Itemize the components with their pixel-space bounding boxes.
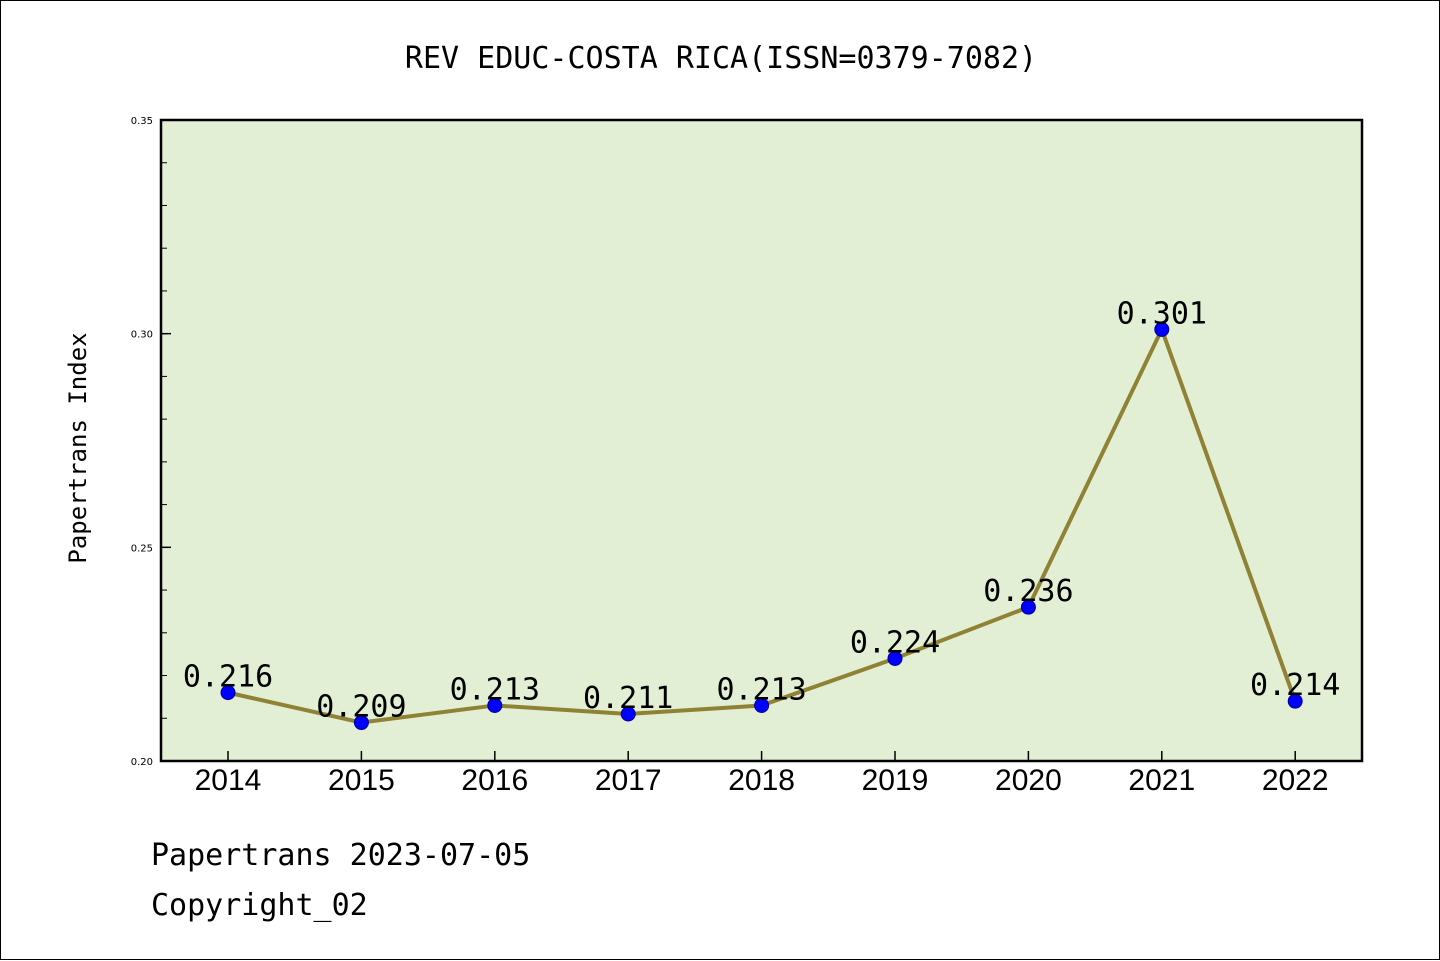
y-tick-label: 0.20 xyxy=(131,757,153,768)
data-point xyxy=(1287,693,1303,709)
data-label: 0.209 xyxy=(316,690,406,725)
x-tick-label: 2015 xyxy=(328,764,395,797)
y-tick-label: 0.25 xyxy=(131,543,153,554)
y-axis-label: Papertrans Index xyxy=(64,332,92,563)
data-label: 0.236 xyxy=(983,574,1073,609)
x-tick-label: 2020 xyxy=(995,764,1062,797)
data-labels: 0.216 0.209 0.213 0.211 0.213 0.224 0.236 0.301… xyxy=(183,296,1341,724)
data-label: 0.211 xyxy=(583,681,673,716)
chart-title: REV EDUC-COSTA RICA(ISSN=0379-7082) xyxy=(405,41,1037,76)
y-tick-label: 0.35 xyxy=(131,116,153,127)
data-label: 0.216 xyxy=(183,660,273,695)
plot-area xyxy=(161,120,1362,761)
series-markers xyxy=(220,321,1303,731)
data-label: 0.214 xyxy=(1250,668,1340,703)
data-point xyxy=(1020,599,1036,615)
x-tick-label: 2022 xyxy=(1262,764,1329,797)
data-label: 0.213 xyxy=(716,672,806,707)
x-tick-label: 2017 xyxy=(595,764,662,797)
data-point xyxy=(754,697,770,713)
y-tick-label: 0.30 xyxy=(131,330,153,341)
data-point xyxy=(887,650,903,666)
data-label: 0.224 xyxy=(850,625,940,660)
data-label: 0.213 xyxy=(450,672,540,707)
data-point xyxy=(1154,321,1170,337)
x-tick-label: 2021 xyxy=(1128,764,1195,797)
footer-copyright: Copyright_02 xyxy=(151,888,368,923)
data-label: 0.301 xyxy=(1117,296,1207,331)
x-axis-ticks: 2014 2015 2016 2017 2018 2019 2020 2021 2022 xyxy=(195,751,1329,797)
data-point xyxy=(220,685,236,701)
x-tick-label: 2018 xyxy=(728,764,795,797)
data-point xyxy=(487,697,503,713)
plot-border xyxy=(159,118,1364,763)
data-point xyxy=(353,715,369,731)
x-tick-label: 2016 xyxy=(461,764,528,797)
footer-date: Papertrans 2023-07-05 xyxy=(151,838,530,873)
x-tick-label: 2014 xyxy=(195,764,262,797)
x-tick-label: 2019 xyxy=(862,764,929,797)
data-point xyxy=(620,706,636,722)
